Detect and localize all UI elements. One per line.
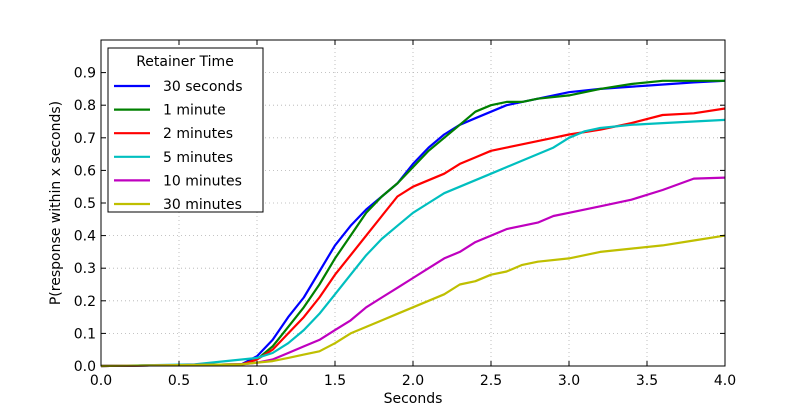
series-line-1 [100,79,725,368]
x-tick-label: 3.0 [558,373,580,389]
legend-label-2: 2 minutes [163,126,233,142]
x-tick-label: 0.0 [90,373,112,389]
legend-label-0: 30 seconds [163,79,243,95]
series-lines [100,79,726,368]
series-line-5 [100,234,726,368]
x-tick-label: 2.5 [480,373,502,389]
legend-title: Retainer Time [136,54,234,70]
x-axis-label: Seconds [384,391,443,407]
series-line-3 [100,118,726,368]
legend-box [107,47,264,213]
x-tick-label: 1.0 [246,373,268,389]
y-tick-label: 0.9 [74,66,96,82]
legend-label-4: 10 minutes [163,173,242,189]
x-tick-label: 3.5 [636,373,658,389]
x-tick-label: 4.0 [714,373,736,389]
x-tick-label: 1.5 [324,373,346,389]
axis-ticks: 0.0 0.5 1.0 1.5 2.0 2.5 3.0 3.5 4.0 0.0 0.1 0.2 0.3 0… [74,40,736,389]
series-line-4 [100,176,726,368]
y-tick-label: 0.1 [74,326,96,342]
legend-label-1: 1 minute [163,103,226,119]
y-tick-label: 0.3 [74,261,96,277]
legend-entries: 30 seconds 1 minute 2 minutes 5 minutes 10 m… [114,79,243,213]
legend-label-3: 5 minutes [163,150,233,166]
y-tick-label: 0.5 [74,196,96,212]
y-tick-label: 0.8 [74,98,96,114]
series-line-0 [100,79,726,368]
y-tick-label: 0.7 [74,131,96,147]
y-tick-label: 0.4 [74,229,96,245]
x-tick-label: 2.0 [402,373,424,389]
y-tick-label: 0.2 [74,294,96,310]
y-axis-label: P(response within x seconds) [48,101,64,305]
y-tick-label: 0.6 [74,163,96,179]
x-tick-label: 0.5 [168,373,190,389]
legend: Retainer Time 30 seconds 1 minute 2 minute… [107,47,264,213]
legend-label-5: 30 minutes [163,197,242,213]
y-tick-label: 0.0 [74,359,96,375]
